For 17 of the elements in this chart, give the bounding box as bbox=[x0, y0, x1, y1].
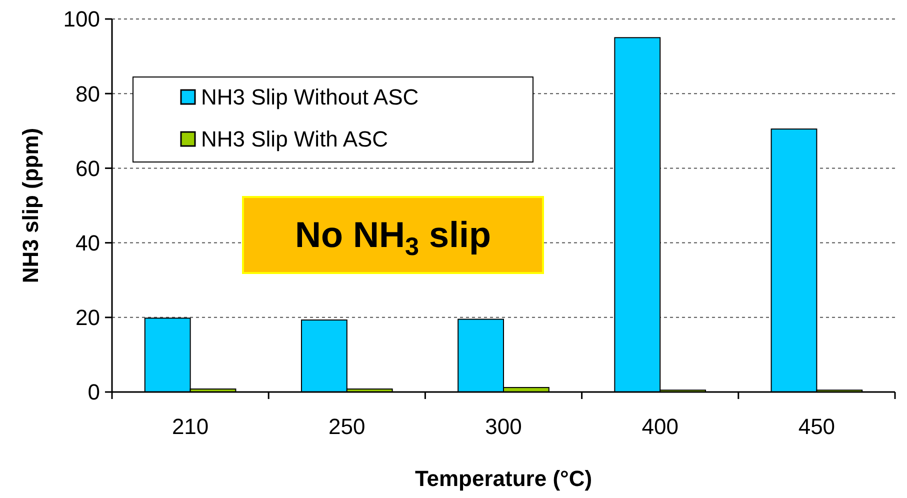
note-box: No NH$_{3}$ slip bbox=[242, 196, 544, 274]
annotation: No NH$_{3}$ slip bbox=[294, 214, 492, 260]
legend-label: NH3 Slip Without ASC bbox=[201, 84, 419, 110]
y-tick-label: 100 bbox=[63, 6, 100, 32]
y-axis-title: NH3 slip (ppm) bbox=[18, 128, 43, 284]
x-tick-label: 400 bbox=[642, 414, 678, 439]
y-tick-label: 20 bbox=[76, 305, 100, 330]
y-tick-label: 80 bbox=[76, 81, 100, 106]
x-tick-label: 210 bbox=[172, 414, 209, 439]
y-tick-label: 60 bbox=[76, 156, 100, 181]
x-tick-label: 300 bbox=[485, 414, 522, 439]
y-tick-label: 0 bbox=[88, 380, 100, 405]
legend-label: NH3 Slip With ASC bbox=[201, 126, 388, 152]
x-axis-title: Temperature (°C) bbox=[414, 466, 592, 491]
y-tick-label: 40 bbox=[76, 230, 100, 256]
x-tick-label: 450 bbox=[798, 414, 836, 439]
x-tick-label: 250 bbox=[328, 414, 366, 439]
